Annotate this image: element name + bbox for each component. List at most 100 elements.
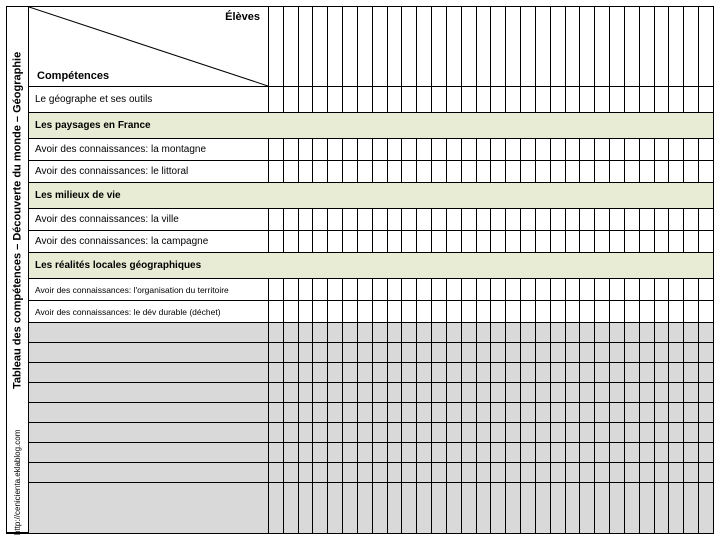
grid-cell	[551, 209, 566, 230]
grid-cell	[655, 443, 670, 462]
grid-cell	[655, 161, 670, 182]
grid-cell	[625, 423, 640, 442]
data-row: Avoir des connaissances: le dév durable …	[29, 301, 713, 323]
grid-cell	[388, 301, 403, 322]
grid-cell	[313, 323, 328, 342]
grid-cell	[536, 403, 551, 422]
grid-cell	[402, 423, 417, 442]
grid-cell	[491, 231, 506, 252]
grid-cell	[299, 87, 314, 112]
grid-cell	[313, 279, 328, 300]
grid-cell	[491, 87, 506, 112]
grid-cell	[551, 279, 566, 300]
grid-cell	[536, 443, 551, 462]
grid-cell	[299, 323, 314, 342]
grid-cell	[417, 301, 432, 322]
grid-cell	[269, 403, 284, 422]
grid-cell	[402, 383, 417, 402]
grid-cell	[402, 161, 417, 182]
grid-cell	[521, 383, 536, 402]
grid-cell	[462, 483, 477, 533]
grid-cell	[299, 403, 314, 422]
grid-columns	[269, 87, 713, 112]
grid-cell	[491, 323, 506, 342]
empty-label	[29, 443, 269, 462]
grid-columns	[269, 279, 713, 300]
grid-cell	[640, 323, 655, 342]
grid-cell	[580, 483, 595, 533]
grid-cell	[551, 161, 566, 182]
grid-cell	[684, 209, 699, 230]
grid-cell	[402, 139, 417, 160]
grid-cell	[699, 483, 713, 533]
grid-cell	[536, 279, 551, 300]
grid-cell	[610, 403, 625, 422]
empty-label	[29, 483, 269, 533]
grid-cell	[299, 139, 314, 160]
grid-cell	[462, 383, 477, 402]
empty-label	[29, 463, 269, 482]
grid-cell	[536, 301, 551, 322]
grid-columns	[269, 209, 713, 230]
grid-cell	[640, 301, 655, 322]
grid-cell	[343, 7, 358, 86]
grid-cell	[358, 423, 373, 442]
grid-cell	[595, 209, 610, 230]
grid-cell	[506, 323, 521, 342]
grid-cell	[328, 443, 343, 462]
sidebar: Tableau des compétences – Découverte du …	[7, 7, 29, 533]
grid-cell	[402, 363, 417, 382]
grid-cell	[491, 363, 506, 382]
grid-cell	[625, 343, 640, 362]
grid-cell	[655, 301, 670, 322]
grid-cell	[358, 363, 373, 382]
grid-cell	[447, 423, 462, 442]
empty-label	[29, 383, 269, 402]
grid-cell	[699, 87, 713, 112]
grid-cell	[610, 87, 625, 112]
grid-columns	[269, 463, 713, 482]
grid-cell	[269, 323, 284, 342]
grid-cell	[491, 139, 506, 160]
grid-cell	[388, 383, 403, 402]
grid-cell	[388, 423, 403, 442]
grid-cell	[610, 279, 625, 300]
grid-cell	[432, 301, 447, 322]
grid-cell	[388, 443, 403, 462]
grid-cell	[447, 383, 462, 402]
grid-cell	[343, 209, 358, 230]
grid-cell	[669, 209, 684, 230]
grid-cell	[373, 209, 388, 230]
grid-cell	[432, 323, 447, 342]
grid-cell	[269, 343, 284, 362]
grid-cell	[343, 139, 358, 160]
data-row: Avoir des connaissances: la montagne	[29, 139, 713, 161]
grid-cell	[684, 363, 699, 382]
grid-cell	[313, 209, 328, 230]
grid-cell	[580, 209, 595, 230]
grid-cell	[491, 383, 506, 402]
grid-cell	[284, 463, 299, 482]
grid-cell	[402, 87, 417, 112]
grid-cell	[358, 231, 373, 252]
grid-cell	[462, 7, 477, 86]
row-label: Avoir des connaissances: la campagne	[29, 231, 269, 252]
grid-cell	[566, 279, 581, 300]
grid-cell	[299, 301, 314, 322]
sidebar-url: http://cenicienta.eklablog.com	[7, 433, 28, 533]
grid-columns	[269, 383, 713, 402]
grid-cell	[447, 483, 462, 533]
grid-cell	[343, 231, 358, 252]
grid-cell	[625, 231, 640, 252]
grid-cell	[328, 403, 343, 422]
grid-cell	[536, 343, 551, 362]
grid-cell	[669, 403, 684, 422]
grid-cell	[388, 463, 403, 482]
grid-cell	[402, 343, 417, 362]
grid-cell	[299, 231, 314, 252]
grid-cell	[343, 383, 358, 402]
grid-cell	[655, 343, 670, 362]
grid-cell	[536, 463, 551, 482]
grid-cell	[684, 161, 699, 182]
grid-cell	[462, 139, 477, 160]
